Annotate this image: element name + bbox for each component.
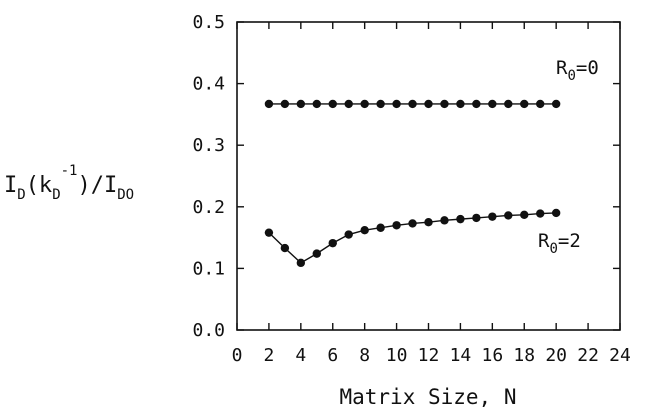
data-point <box>456 99 465 109</box>
data-point <box>520 99 529 109</box>
data-point <box>504 211 513 220</box>
data-point <box>424 99 433 109</box>
data-point <box>280 99 290 109</box>
x-tick-label: 10 <box>386 345 408 366</box>
data-point <box>536 99 545 109</box>
y-tick-label: 0.1 <box>192 258 225 279</box>
data-point <box>504 99 513 109</box>
data-point <box>360 99 369 109</box>
data-point <box>488 99 497 109</box>
y-axis-title: ID(kD-1)/IDO <box>4 163 134 203</box>
data-point <box>488 212 497 221</box>
series-points <box>264 99 561 268</box>
axis-ticks <box>236 21 621 331</box>
data-point <box>551 99 561 109</box>
x-axis-title: Matrix Size, N <box>339 385 516 409</box>
data-point <box>328 99 337 109</box>
data-point <box>440 99 449 109</box>
x-tick-label: 20 <box>545 345 567 366</box>
data-point <box>360 226 369 235</box>
x-tick-label: 22 <box>577 345 599 366</box>
data-point <box>456 214 465 224</box>
series-lines <box>268 103 557 264</box>
data-point <box>344 230 353 239</box>
x-tick-label: 18 <box>513 345 535 366</box>
data-point <box>264 99 274 109</box>
x-tick-label: 16 <box>481 345 503 366</box>
data-point <box>424 218 433 227</box>
data-point <box>376 99 385 109</box>
x-tick-label: 2 <box>263 345 274 366</box>
data-point <box>376 223 385 232</box>
data-point <box>328 238 337 248</box>
y-tick-label: 0.4 <box>192 74 225 95</box>
data-point <box>551 208 561 218</box>
data-point <box>280 243 290 253</box>
x-tick-label: 8 <box>359 345 370 366</box>
data-point <box>264 228 274 237</box>
data-point <box>296 99 306 109</box>
data-point <box>472 99 481 109</box>
data-point <box>472 213 481 223</box>
data-point <box>520 210 529 220</box>
y-tick-label: 0.5 <box>192 12 225 33</box>
x-tick-label: 0 <box>232 345 243 366</box>
y-tick-label: 0.0 <box>192 320 225 341</box>
x-tick-label: 4 <box>295 345 306 366</box>
x-tick-label: 6 <box>327 345 338 366</box>
data-point <box>344 99 353 109</box>
y-tick-label: 0.2 <box>192 197 225 218</box>
series-label-r0-0: R0=0 <box>556 57 599 84</box>
x-tick-labels: 0 2 4 6 8 10 12 14 16 18 20 22 24 <box>232 345 631 366</box>
y-tick-labels: 0.0 0.1 0.2 0.3 0.4 0.5 <box>192 12 225 341</box>
x-tick-label: 12 <box>418 345 440 366</box>
data-point <box>296 258 306 268</box>
data-point <box>392 221 401 230</box>
data-point <box>312 99 321 109</box>
x-tick-label: 24 <box>609 345 631 366</box>
series-label-r0-2: R0=2 <box>538 230 581 257</box>
data-point <box>536 209 545 218</box>
data-point <box>312 249 321 258</box>
data-point <box>440 216 449 225</box>
data-point <box>392 99 401 109</box>
y-tick-label: 0.3 <box>192 135 225 156</box>
data-point <box>408 219 417 228</box>
data-point <box>408 99 417 109</box>
x-tick-label: 14 <box>450 345 472 366</box>
